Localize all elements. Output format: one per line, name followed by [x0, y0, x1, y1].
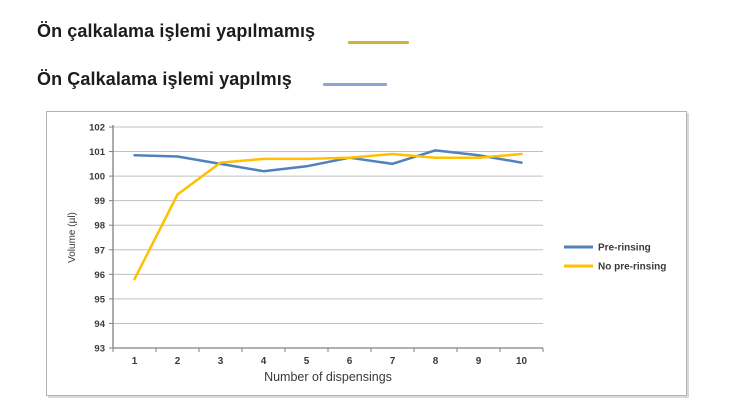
y-tick-label: 97 [94, 245, 105, 256]
x-tick-label: 5 [304, 356, 310, 367]
x-tick-label: 3 [218, 356, 224, 367]
y-axis-title: Volume (µl) [67, 212, 78, 263]
x-tick-label: 8 [433, 356, 439, 367]
y-tick-label: 96 [94, 270, 105, 281]
top-legend-swatch-blue [323, 83, 387, 86]
top-legend-label-prerinse: Ön Çalkalama işlemi yapılmış [37, 69, 292, 89]
x-tick-label: 10 [516, 356, 528, 367]
y-tick-label: 102 [89, 123, 105, 134]
chart-frame: 93 94 95 96 97 98 99 100 101 102 1 2 3 4 5 6 7 8 9 10 Volume… [46, 111, 687, 396]
y-tick-label: 100 [89, 172, 105, 183]
y-tick-label: 93 [94, 344, 105, 355]
top-legend-label-no-prerinse: Ön çalkalama işlemi yapılmamış [37, 21, 316, 41]
series-line-no-pre-rinsing [133, 152, 523, 281]
x-tick-label: 6 [347, 356, 353, 367]
legend-label-pre-rinsing: Pre-rinsing [598, 243, 651, 254]
series-line-pre-rinsing [133, 149, 523, 173]
y-tick-label: 99 [94, 196, 105, 207]
x-tick-label: 1 [132, 356, 138, 367]
line-chart: 93 94 95 96 97 98 99 100 101 102 1 2 3 4 5 6 7 8 9 10 Volume… [67, 123, 666, 385]
x-axis-title: Number of dispensings [264, 370, 392, 384]
y-tick-label: 94 [94, 319, 105, 330]
top-legend-swatch-yellow [348, 41, 409, 44]
legend-label-no-pre-rinsing: No pre-rinsing [598, 262, 666, 273]
y-tick-label: 98 [94, 221, 105, 232]
x-tick-label: 2 [175, 356, 181, 367]
x-tick-label: 4 [261, 356, 267, 367]
y-tick-label: 101 [89, 147, 106, 158]
x-tick-label: 9 [476, 356, 482, 367]
y-tick-label: 95 [94, 294, 105, 305]
x-tick-label: 7 [390, 356, 396, 367]
